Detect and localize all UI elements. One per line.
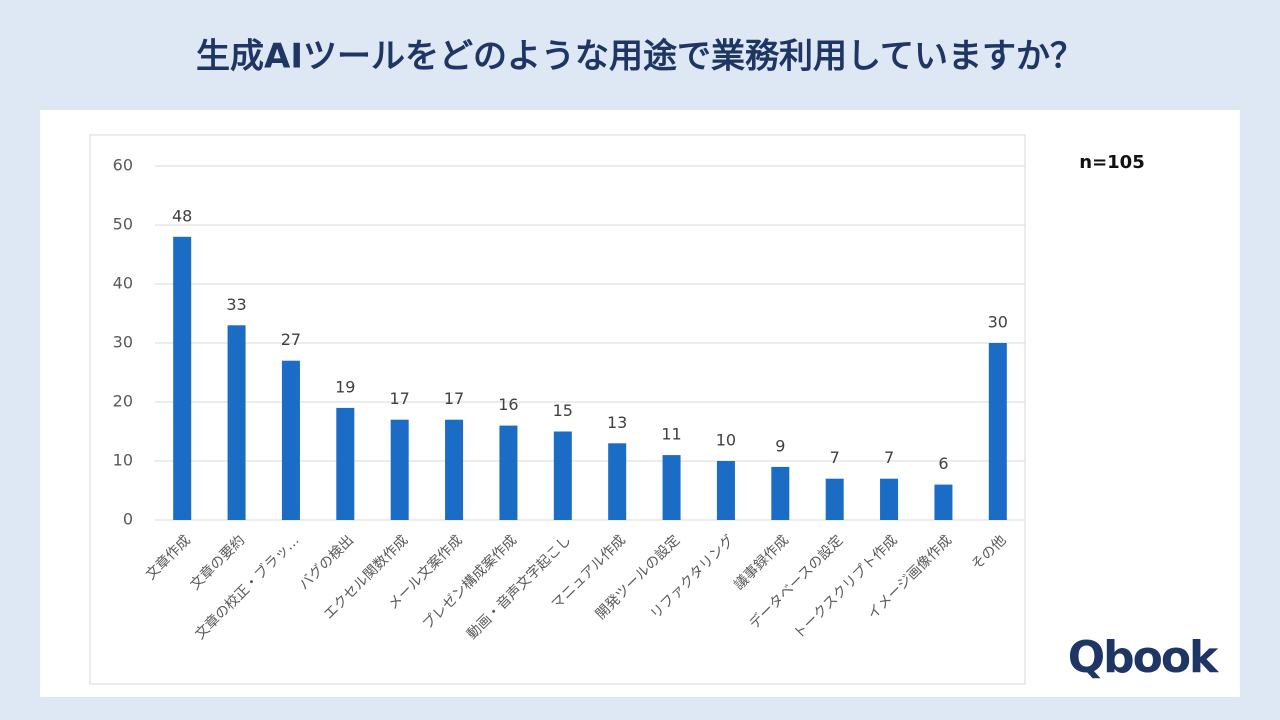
bar	[988, 343, 1007, 520]
chart-title: 生成AIツールをどのような用途で業務利用していますか？	[196, 37, 1084, 77]
bar	[499, 425, 518, 520]
y-tick-label: 30	[113, 333, 133, 352]
bar	[227, 325, 246, 520]
bar	[445, 419, 464, 520]
data-label: 6	[938, 454, 948, 473]
sample-size: n=105	[1079, 152, 1144, 173]
brand-logo: Qbook	[1068, 632, 1220, 683]
data-label: 17	[444, 389, 464, 408]
data-label: 7	[830, 448, 840, 467]
data-label: 19	[335, 377, 355, 396]
y-tick-label: 0	[123, 510, 133, 529]
bar	[662, 455, 681, 520]
data-label: 33	[226, 295, 246, 314]
bar	[608, 443, 627, 520]
data-label: 9	[775, 436, 785, 455]
data-label: 30	[988, 313, 1008, 332]
bar	[390, 419, 409, 520]
bar	[336, 407, 355, 520]
bar	[934, 484, 953, 520]
data-label: 7	[884, 448, 894, 467]
plot-frame	[89, 134, 1026, 685]
bar	[825, 478, 844, 520]
data-label: 27	[281, 330, 301, 349]
y-tick-label: 50	[113, 215, 133, 234]
data-label: 10	[716, 431, 736, 450]
bar	[173, 236, 192, 521]
bar	[281, 360, 300, 520]
bar	[771, 466, 790, 520]
bar	[716, 461, 735, 520]
data-label: 11	[661, 425, 681, 444]
data-label: 15	[553, 401, 573, 420]
bar	[553, 431, 572, 520]
data-label: 13	[607, 413, 627, 432]
y-tick-label: 10	[113, 451, 133, 470]
bar	[880, 478, 899, 520]
y-tick-label: 40	[113, 274, 133, 293]
y-tick-label: 20	[113, 392, 133, 411]
data-label: 48	[172, 206, 192, 225]
data-label: 16	[498, 395, 518, 414]
data-label: 17	[390, 389, 410, 408]
y-tick-label: 60	[113, 156, 133, 175]
